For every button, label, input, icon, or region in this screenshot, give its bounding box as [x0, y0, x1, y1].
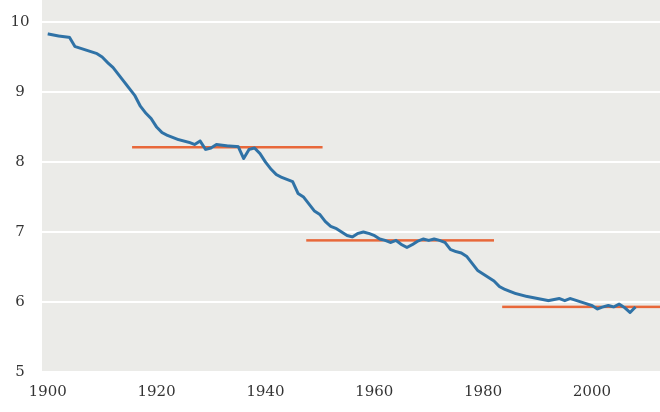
plot-background [42, 0, 660, 372]
y-tick-label: 9 [15, 82, 25, 100]
y-tick-label: 10 [10, 12, 29, 30]
x-tick-label: 1980 [464, 382, 502, 400]
y-tick-label: 8 [15, 152, 25, 170]
y-tick-label: 5 [15, 362, 25, 380]
y-tick-label: 7 [15, 222, 25, 240]
x-tick-label: 1960 [355, 382, 393, 400]
x-tick-label: 1920 [137, 382, 175, 400]
x-tick-label: 1900 [29, 382, 67, 400]
y-tick-label: 6 [15, 292, 25, 310]
data-line [47, 32, 637, 314]
x-tick-label: 1940 [246, 382, 284, 400]
x-tick-label: 2000 [573, 382, 611, 400]
